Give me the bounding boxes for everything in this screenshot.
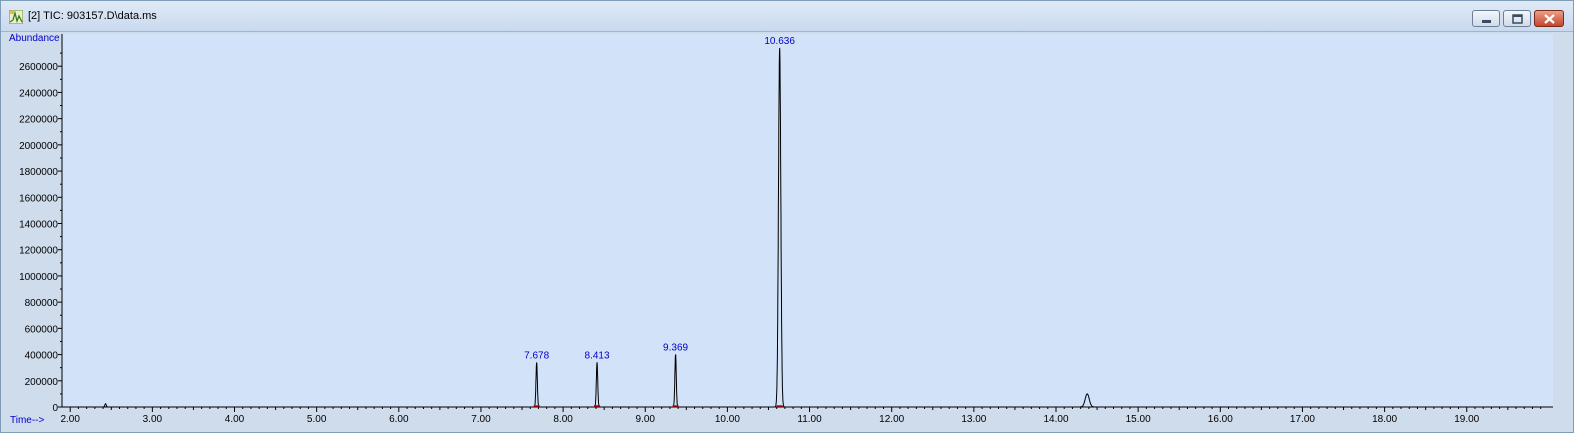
- x-tick-label: 19.00: [1454, 414, 1479, 425]
- y-tick-label: 1400000: [19, 220, 58, 231]
- x-tick-label: 14.00: [1043, 414, 1068, 425]
- plot-background: [62, 34, 1553, 407]
- y-tick-label: 2600000: [19, 62, 58, 73]
- x-tick-label: 13.00: [961, 414, 986, 425]
- y-tick-label: 1000000: [19, 272, 58, 283]
- plot-area[interactable]: 0 200000 400000 600000 800000 1000000 1200000 1…: [1, 32, 1573, 433]
- y-tick-label: 1600000: [19, 193, 58, 204]
- x-tick-label: 8.00: [553, 414, 573, 425]
- x-tick-label: 10.00: [715, 414, 740, 425]
- title-bar[interactable]: [2] TIC: 903157.D\data.ms: [1, 1, 1573, 32]
- peak-label: 9.369: [663, 343, 688, 354]
- peak-label: 10.636: [764, 36, 795, 47]
- chromatogram-chart[interactable]: 0 200000 400000 600000 800000 1000000 1200000 1…: [1, 32, 1573, 433]
- x-tick-label: 12.00: [879, 414, 904, 425]
- chromatogram-app-icon: [9, 10, 23, 24]
- y-tick-label: 600000: [25, 324, 59, 335]
- x-axis-label: Time-->: [10, 415, 45, 426]
- close-button[interactable]: [1534, 10, 1564, 27]
- y-tick-label: 2200000: [19, 115, 58, 126]
- x-tick-label: 9.00: [636, 414, 656, 425]
- maximize-button[interactable]: [1503, 10, 1531, 27]
- y-tick-label: 1800000: [19, 167, 58, 178]
- y-tick-label: 400000: [25, 351, 59, 362]
- x-tick-label: 3.00: [143, 414, 163, 425]
- y-tick-label: 1200000: [19, 246, 58, 257]
- x-tick-label: 2.00: [60, 414, 80, 425]
- x-tick-label: 15.00: [1126, 414, 1151, 425]
- y-tick-label: 800000: [25, 298, 59, 309]
- minimize-icon: [1482, 20, 1491, 23]
- peak-label: 7.678: [524, 350, 549, 361]
- x-tick-label: 5.00: [307, 414, 327, 425]
- x-tick-label: 4.00: [225, 414, 245, 425]
- x-tick-label: 16.00: [1208, 414, 1233, 425]
- close-icon: [1544, 14, 1555, 24]
- x-tick-label: 7.00: [471, 414, 491, 425]
- peak-label: 8.413: [585, 350, 610, 361]
- y-tick-label: 2400000: [19, 88, 58, 99]
- minimize-button[interactable]: [1472, 10, 1500, 27]
- y-tick-label: 200000: [25, 377, 59, 388]
- x-tick-label: 18.00: [1372, 414, 1397, 425]
- x-tick-label: 6.00: [389, 414, 409, 425]
- y-axis-label: Abundance: [9, 33, 60, 44]
- maximize-icon: [1512, 14, 1523, 24]
- y-tick-label: 0: [52, 403, 58, 414]
- tic-trace: [62, 47, 1553, 408]
- x-tick-label: 11.00: [797, 414, 822, 425]
- x-tick-label: 17.00: [1290, 414, 1315, 425]
- y-tick-label: 2000000: [19, 141, 58, 152]
- window-title: [2] TIC: 903157.D\data.ms: [28, 10, 157, 22]
